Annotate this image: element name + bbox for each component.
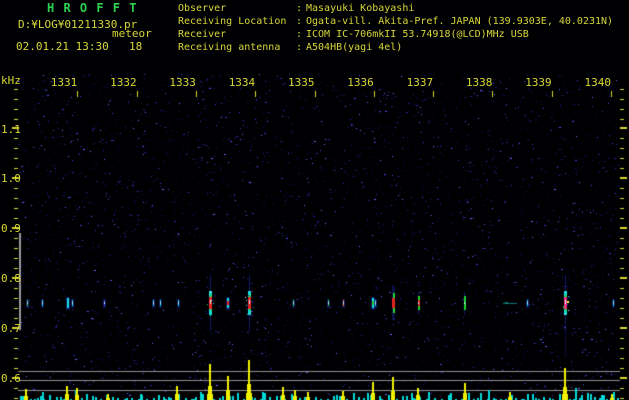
freq-tick-label: 1.1 — [1, 122, 21, 136]
station-info-separator: : — [296, 42, 303, 53]
station-info-value: A504HB(yagi 4el) — [306, 42, 403, 53]
station-info-row: Receiving Location: Ogata-vill. Akita-Pre… — [178, 15, 613, 28]
freq-tick-label: 0.8 — [1, 272, 21, 286]
log-file-path: D:¥LOG¥01211330.pr — [18, 18, 138, 31]
station-info-row: Observer: Masayuki Kobayashi — [178, 2, 613, 15]
time-tick-label: 1332 — [110, 76, 137, 89]
station-info-label: Receiving antenna — [178, 42, 281, 53]
station-info: Observer: Masayuki Kobayashi Receiving Loc… — [178, 2, 613, 54]
app-title: H R O F F T — [47, 1, 138, 15]
echo-count: 18 — [129, 40, 143, 53]
station-info-separator: : — [296, 3, 303, 14]
freq-tick-label: 0.6 — [1, 372, 21, 385]
datetime: 02.01.21 13:30 — [16, 40, 109, 53]
time-tick-label: 1340 — [584, 76, 612, 89]
freq-tick-label: 1.0 — [1, 172, 21, 186]
station-info-label: Receiving Location — [178, 16, 287, 27]
time-tick-label: 1334 — [228, 76, 256, 89]
station-info-row: Receiving antenna: A504HB(yagi 4el) — [178, 41, 613, 54]
station-info-value: ICOM IC-706mkII 53.74918(@LCD)MHz USB — [306, 29, 529, 40]
meteor-label: meteor — [112, 27, 152, 40]
station-info-separator: : — [296, 16, 303, 27]
station-info-separator: : — [296, 29, 303, 40]
time-tick-label: 1339 — [525, 76, 552, 89]
station-info-label: Receiver — [178, 29, 227, 40]
station-info-label: Observer — [178, 3, 227, 14]
time-tick-label: 1337 — [406, 76, 434, 89]
time-tick-label: 1335 — [288, 76, 315, 89]
time-tick-label: 1331 — [50, 76, 78, 89]
station-info-value: Ogata-vill. Akita-Pref. JAPAN (139.9303E… — [306, 16, 614, 27]
freq-tick-label: 0.9 — [1, 222, 21, 236]
station-info-value: Masayuki Kobayashi — [306, 3, 415, 14]
station-info-row: Receiver: ICOM IC-706mkII 53.74918(@LCD)M… — [178, 28, 613, 41]
time-tick-label: 1333 — [169, 76, 196, 89]
freq-tick-label: 0.7 — [1, 322, 21, 336]
freq-axis-unit: kHz — [1, 74, 21, 87]
time-tick-label: 1336 — [347, 76, 374, 89]
time-tick-label: 1338 — [465, 76, 493, 89]
